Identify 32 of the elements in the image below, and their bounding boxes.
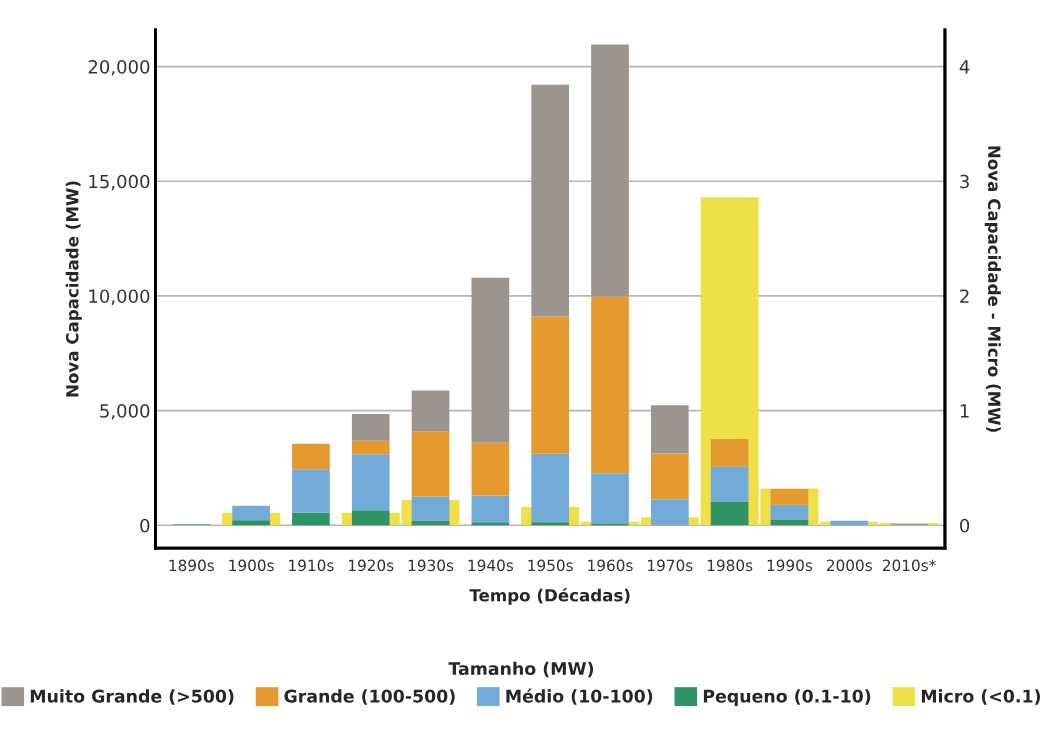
x-tick-label: 2000s	[826, 559, 872, 572]
y2-tick-label: 2	[960, 289, 969, 303]
x-tick-label: 1890s	[169, 559, 214, 572]
y-tick-label: 10,000	[89, 289, 150, 305]
x-tick-label: 1900s	[229, 559, 274, 572]
x-tick-label: 1920s	[349, 559, 394, 572]
x-tick-label: 1940s	[468, 559, 514, 572]
y2-tick-label: 0	[960, 518, 970, 533]
x-tick-label: 1970s	[648, 559, 693, 572]
x-axis-title: Tempo (Décadas)	[469, 587, 630, 605]
legend-label: Pequeno (0.1-10)	[703, 689, 871, 707]
legend-label: Micro (<0.1)	[921, 689, 1041, 705]
x-tick-label: 1990s	[767, 559, 813, 572]
legend-label: Médio (10-100)	[506, 688, 653, 705]
x-tick-label: 1910s	[289, 559, 334, 572]
y2-tick-label: 1	[960, 404, 969, 418]
x-tick-label: 1980s	[707, 559, 753, 572]
x-tick-label: 1960s	[588, 559, 633, 572]
legend-title: Tamanho (MW)	[448, 661, 594, 678]
y-tick-label: 0	[140, 518, 150, 533]
y-tick-label: 5,000	[100, 404, 150, 420]
x-tick-label: 1930s	[408, 559, 454, 572]
legend-label: Grande (100-500)	[284, 689, 455, 705]
y2-tick-label: 3	[960, 174, 969, 189]
y-tick-label: 20,000	[88, 60, 150, 76]
legend-label: Muito Grande (>500)	[30, 689, 234, 705]
x-tick-label: 2010s*	[882, 559, 936, 572]
y-tick-label: 15,000	[89, 174, 150, 191]
y2-tick-label: 4	[959, 60, 970, 74]
y-axis-title: Nova Capacidade (MW)	[65, 181, 82, 397]
x-tick-label: 1950s	[528, 559, 573, 572]
y2-axis-title: Nova Capacidade - Micro (MW)	[984, 146, 1001, 432]
